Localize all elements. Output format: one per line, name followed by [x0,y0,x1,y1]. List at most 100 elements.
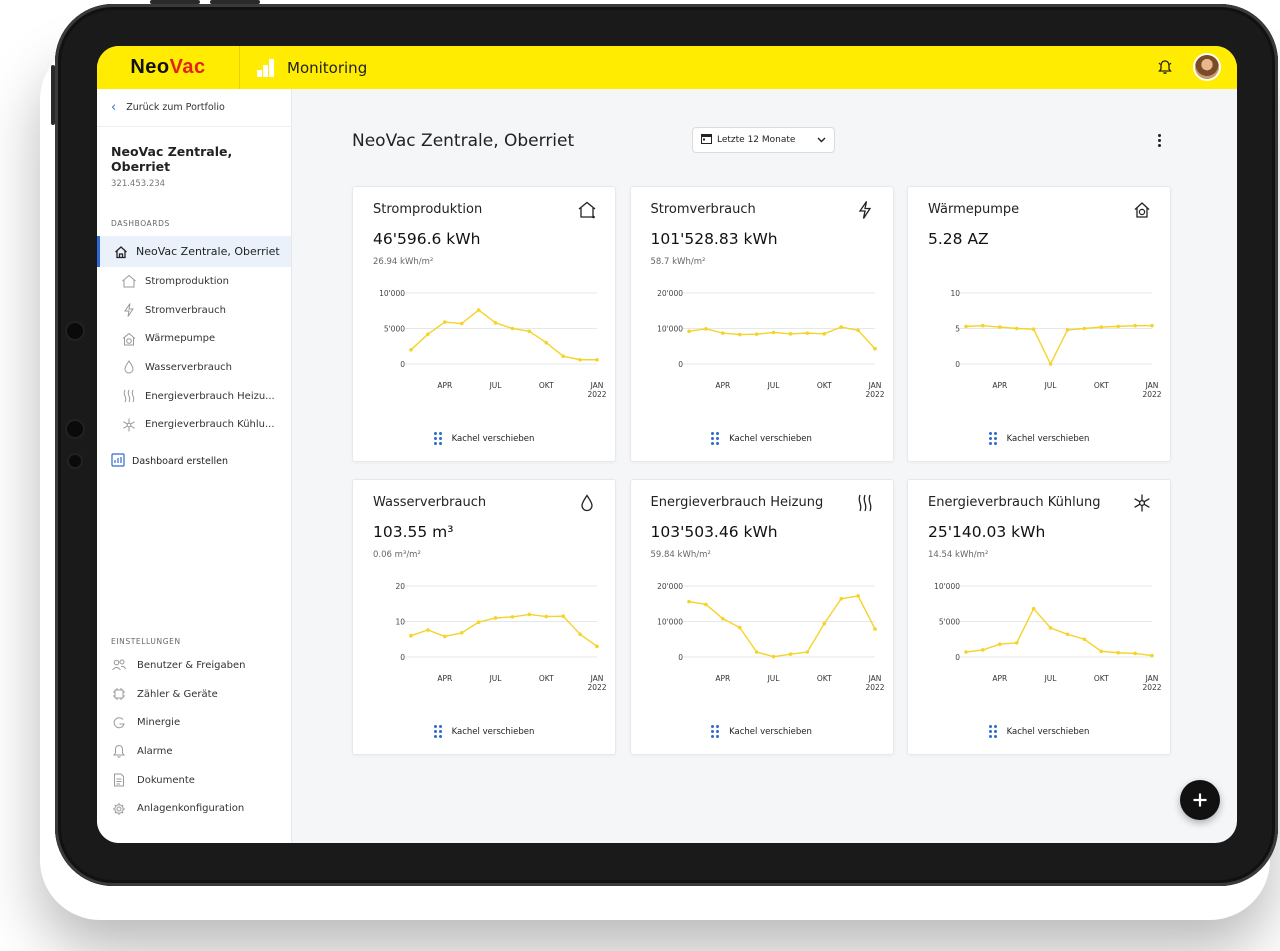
data-point [1048,362,1053,366]
settings-item-configuration[interactable]: Anlagenkonfiguration [111,794,245,823]
meter-chip-icon [111,687,127,701]
x-tick-label: APR [437,674,452,683]
tile-stromverbrauch[interactable]: Stromverbrauch 101'528.83 kWh 58.7 kWh/m² K… [629,186,894,462]
x-tick-label: 2022 [865,683,884,692]
chevron-left-icon: ‹ [111,100,117,115]
settings-item-users[interactable]: Benutzer & Freigaben [111,651,245,680]
logo-text-neo: Neo [130,56,170,78]
data-point [459,321,464,326]
data-point [788,332,792,336]
sidebar-item-stromverbrauch[interactable]: Stromverbrauch [97,296,291,325]
calendar-icon [701,133,712,147]
data-point [981,648,985,652]
drag-grip-icon [433,432,442,445]
more-options-icon[interactable] [1151,132,1167,148]
document-icon [111,773,127,787]
neovac-logo[interactable]: Neo Vac [97,46,240,89]
sidebar-item-stromproduktion[interactable]: Stromproduktion [97,267,291,296]
x-tick-label: APR [437,381,452,390]
app-title: Monitoring [287,58,368,77]
move-tile-handle[interactable]: Kachel verschieben [631,725,893,738]
users-icon [111,658,127,672]
plus-icon [1193,793,1207,807]
monitoring-app-icon [257,58,275,77]
settings-item-documents[interactable]: Dokumente [111,766,245,795]
data-point [544,340,549,345]
data-point [1150,323,1154,328]
tile-title: Stromproduktion [373,202,483,217]
drag-grip-icon [711,725,720,738]
y-tick-label: 10 [395,618,405,627]
x-tick-label: APR [715,674,730,683]
move-tile-handle[interactable]: Kachel verschieben [908,725,1170,738]
tile-title: Stromverbrauch [650,202,756,217]
user-avatar[interactable] [1195,55,1219,79]
data-point [1031,327,1036,332]
settings-item-alarms[interactable]: Alarme [111,737,245,766]
data-point [1014,326,1019,331]
water-drop-icon [577,493,597,513]
x-tick-label: JAN [1145,381,1159,390]
data-point [1082,326,1087,331]
settings-item-label: Dokumente [137,774,195,786]
settings-item-meters[interactable]: Zähler & Geräte [111,680,245,709]
settings-item-minergie[interactable]: Minergie [111,708,245,737]
device-side-button [210,0,260,4]
data-point [720,331,725,335]
x-tick-label: 2022 [865,390,884,399]
date-range-label: Letzte 12 Monate [717,135,796,145]
create-dashboard-button[interactable]: Dashboard erstellen [97,453,291,470]
sidebar-item-main-dashboard[interactable]: NeoVac Zentrale, Oberriet [97,236,291,267]
tile-value: 103'503.46 kWh [650,523,778,541]
y-tick-label: 0 [400,360,405,369]
sidebar-item-energieverbrauch-kuehlung[interactable]: Energieverbrauch Kühlu... [97,410,291,439]
x-tick-label: JUL [1044,381,1058,390]
settings-item-label: Zähler & Geräte [137,688,218,700]
data-point [788,652,792,656]
drag-grip-icon [988,432,997,445]
notification-bell-icon[interactable] [1155,57,1175,77]
sidebar-item-waermepumpe[interactable]: Wärmepumpe [97,324,291,353]
data-point [409,348,413,352]
settings-item-label: Anlagenkonfiguration [137,803,245,815]
x-tick-label: JAN [867,381,881,390]
data-point [737,332,742,337]
y-tick-label: 10'000 [657,325,683,334]
move-tile-handle[interactable]: Kachel verschieben [908,432,1170,445]
tile-wasserverbrauch[interactable]: Wasserverbrauch 103.55 m³ 0.06 m³/m² Kachel… [352,479,616,755]
tile-energieverbrauch-heizung[interactable]: Energieverbrauch Heizung 103'503.46 kWh 59… [629,479,894,755]
back-to-portfolio-link[interactable]: ‹ Zurück zum Portfolio [97,89,291,127]
tile-stromproduktion[interactable]: Stromproduktion 46'596.6 kWh 26.94 kWh/m² K… [352,186,616,462]
x-tick-label: JUL [489,674,503,683]
settings-list: Benutzer & Freigaben Zähler & Geräte Min… [111,651,245,823]
gear-icon [111,802,127,816]
device-sensor [69,455,81,467]
date-range-select[interactable]: Letzte 12 Monate [692,127,835,153]
tile-waermepumpe[interactable]: Wärmepumpe 5.28 AZ Kachel verschieben 0 5 10 A… [907,186,1171,462]
data-point [426,628,430,632]
tile-title: Energieverbrauch Kühlung [928,495,1101,510]
sidebar-item-energieverbrauch-heizung[interactable]: Energieverbrauch Heizu... [97,382,291,411]
create-dashboard-label: Dashboard erstellen [132,456,228,468]
main-content: NeoVac Zentrale, Oberriet Letzte 12 Mona… [292,89,1237,843]
sidebar-item-label: Wasserverbrauch [145,361,233,373]
data-point [805,650,809,654]
move-tile-handle[interactable]: Kachel verschieben [353,432,615,445]
sidebar-item-wasserverbrauch[interactable]: Wasserverbrauch [97,353,291,382]
data-point [1082,637,1087,642]
tile-title: Energieverbrauch Heizung [650,495,824,510]
heat-pump-icon [121,331,137,347]
move-tile-handle[interactable]: Kachel verschieben [631,432,893,445]
data-point [443,320,447,324]
data-point [595,357,599,362]
settings-section-label: EINSTELLUNGEN [111,637,181,646]
data-point [720,616,725,621]
move-tile-handle[interactable]: Kachel verschieben [353,725,615,738]
tile-energieverbrauch-kuehlung[interactable]: Energieverbrauch Kühlung 25'140.03 kWh 14.… [907,479,1171,755]
data-point [1099,649,1104,654]
add-tile-button[interactable] [1180,780,1220,820]
data-point [754,332,758,336]
